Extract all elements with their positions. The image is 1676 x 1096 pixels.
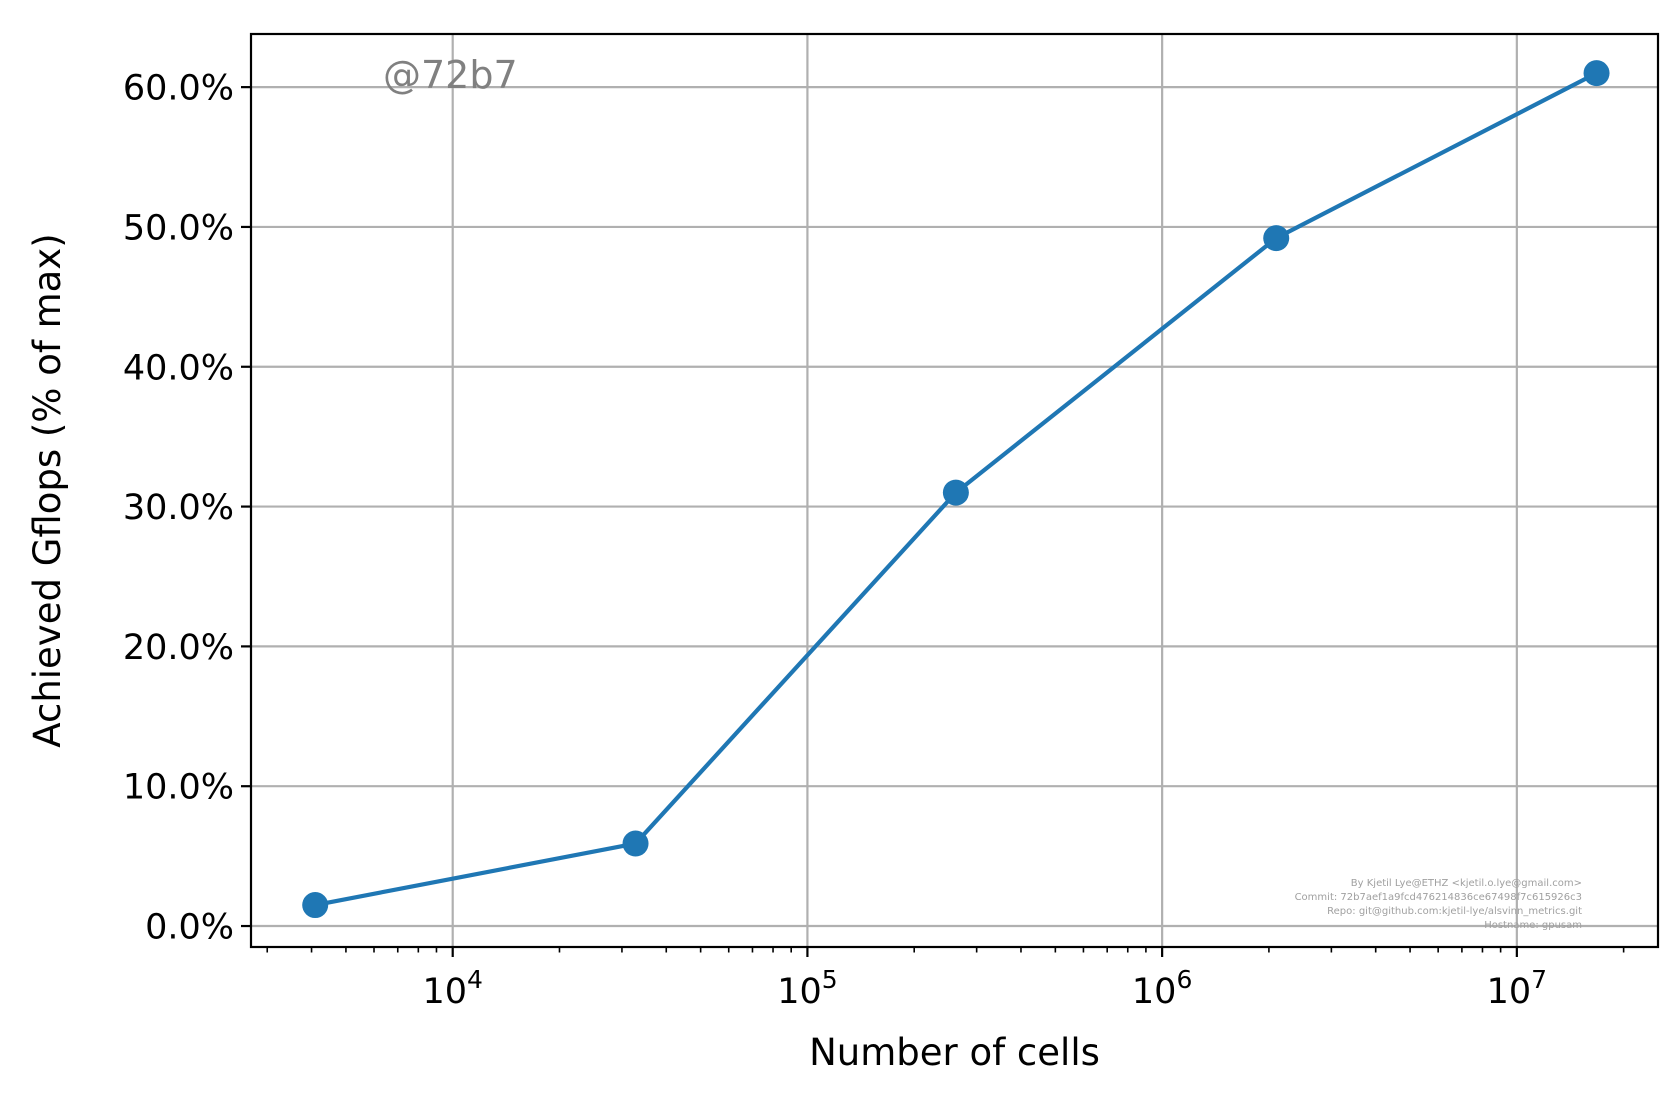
tick-labels: 104 105 106 107 0.0% 10.0% 20.0% 30.0% 40.0% 50.0… [123, 69, 1547, 1012]
credit-line-2: Repo: git@github.com:kjetil-lye/alsvinn_… [1327, 906, 1582, 917]
y-tick-label: 0.0% [145, 908, 234, 948]
data-point-2 [942, 479, 969, 506]
data-point-0 [302, 892, 329, 919]
x-tick-label: 104 [422, 965, 482, 1012]
axis-ticks [241, 86, 1625, 957]
x-axis-label: Number of cells [809, 1031, 1100, 1074]
credit-line-1: Commit: 72b7aef1a9fcd476214836ce67498f7c… [1295, 892, 1582, 903]
y-tick-label: 40.0% [123, 348, 234, 388]
y-tick-label: 30.0% [123, 488, 234, 528]
x-tick-label: 105 [777, 965, 837, 1012]
y-tick-label: 10.0% [123, 768, 234, 808]
chart-annotations: @72b7 By Kjetil Lye@ETHZ <kjetil.o.lye@g… [383, 53, 1582, 931]
x-tick-label: 106 [1132, 965, 1192, 1012]
y-tick-label: 60.0% [123, 69, 234, 109]
y-tick-label: 20.0% [123, 628, 234, 668]
credit-line-0: By Kjetil Lye@ETHZ <kjetil.o.lye@gmail.c… [1351, 878, 1582, 889]
data-point-1 [622, 830, 649, 857]
watermark: @72b7 [383, 53, 518, 97]
y-axis-label: Achieved Gflops (% of max) [26, 233, 69, 747]
grid [251, 34, 1658, 947]
x-tick-label: 107 [1487, 965, 1547, 1012]
plot-frame [249, 32, 1660, 949]
y-tick-label: 50.0% [123, 208, 234, 248]
data-point-4 [1583, 60, 1610, 87]
credits-block: By Kjetil Lye@ETHZ <kjetil.o.lye@gmail.c… [1295, 878, 1582, 931]
credit-line-3: Hostname: gpusam [1484, 920, 1582, 931]
data-point-3 [1263, 225, 1290, 252]
series-layer [302, 60, 1610, 919]
